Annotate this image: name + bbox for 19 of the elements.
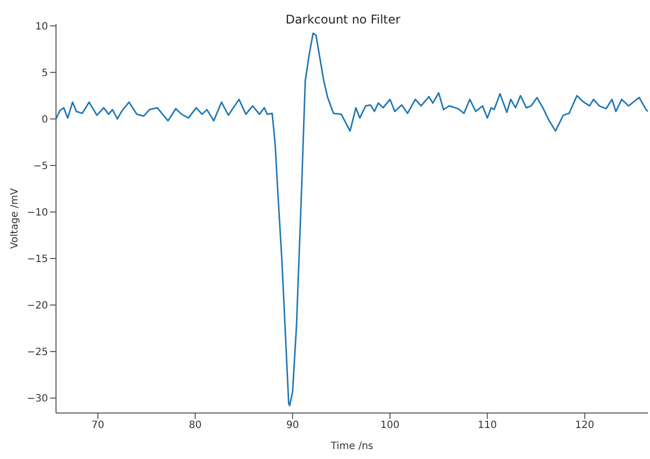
y-tick-label: 10 (35, 21, 48, 32)
x-tick-label: 80 (188, 420, 202, 432)
y-tick-label: −5 (33, 161, 48, 172)
y-tick-label: −10 (26, 208, 48, 219)
x-tick-label: 70 (92, 420, 104, 432)
x-tick-label: 120 (575, 420, 594, 432)
x-axis-title: Time /ns (330, 441, 374, 452)
y-tick-label: −25 (26, 347, 48, 358)
y-tick-label: −15 (26, 254, 48, 266)
y-axis-title: Voltage /mV (10, 188, 21, 249)
y-tick-label: −20 (26, 300, 48, 312)
y-tick-label: 5 (42, 68, 48, 79)
x-tick-label: 90 (286, 420, 299, 432)
x-tick-label: 100 (380, 420, 400, 432)
line-series (56, 32, 648, 406)
y-tick-label: −30 (26, 394, 48, 405)
x-tick-label: 110 (478, 420, 497, 432)
y-tick-label: 0 (42, 114, 48, 126)
chart-title: Darkcount no Filter (286, 12, 400, 26)
